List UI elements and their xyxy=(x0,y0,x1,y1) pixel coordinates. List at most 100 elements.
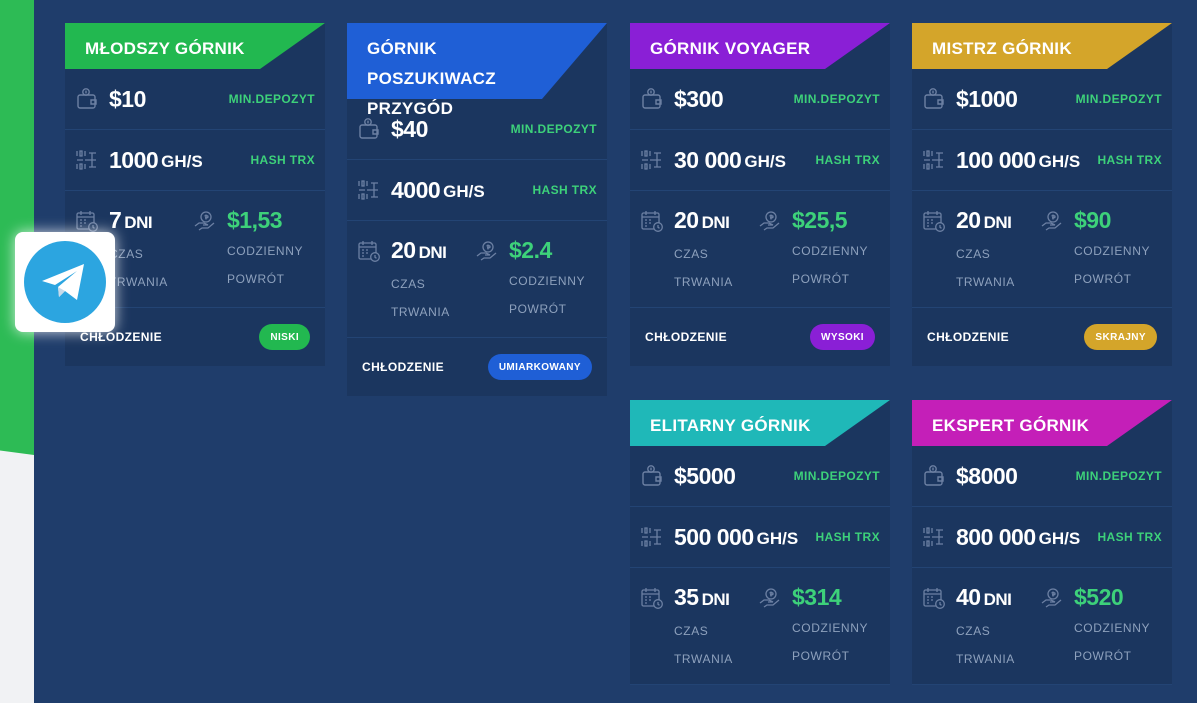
plan-card-1: MŁODSZY GÓRNIK $10 MIN.DEPOZYT 1000 GH/S… xyxy=(65,23,325,366)
daily-return-label: CODZIENNY POWRÓT xyxy=(792,244,869,286)
hashrate-unit: GH/S xyxy=(161,151,203,171)
wallet-icon xyxy=(77,88,97,109)
wallet-icon xyxy=(359,118,379,139)
binary-chip-icon xyxy=(641,527,661,547)
duration-label: CZAS TRWANIA xyxy=(956,624,1015,666)
min-deposit-label: MIN.DEPOZYT xyxy=(793,469,880,483)
binary-chip-icon xyxy=(358,180,378,200)
calendar-clock-icon xyxy=(76,211,98,232)
duration-return-row: 40 DNI CZAS TRWANIA $520 CODZIENNY POWRÓT xyxy=(912,568,1172,685)
min-deposit-label: MIN.DEPOZYT xyxy=(228,92,315,106)
telegram-icon[interactable] xyxy=(24,241,106,323)
duration-label: CZAS TRWANIA xyxy=(391,277,450,319)
min-deposit-label: MIN.DEPOZYT xyxy=(793,92,880,106)
binary-chip-icon xyxy=(923,150,943,170)
duration-label: CZAS TRWANIA xyxy=(674,624,733,666)
duration-value: 20 DNI xyxy=(391,237,447,263)
duration-block: 40 DNI CZAS TRWANIA xyxy=(922,582,1040,684)
daily-return-block: $25,5 CODZIENNY POWRÓT xyxy=(758,205,876,307)
plan-card-header: MISTRZ GÓRNIK xyxy=(912,23,1172,69)
min-deposit-value: $8000 xyxy=(956,462,1018,489)
daily-return-value: $1,53 xyxy=(227,207,283,233)
duration-value: 7 DNI xyxy=(109,207,153,233)
hashrate-row: 800 000 GH/S HASH TRX xyxy=(912,507,1172,568)
daily-return-block: $2.4 CODZIENNY POWRÓT xyxy=(475,235,593,337)
hashrate-label: HASH TRX xyxy=(1097,530,1162,544)
daily-return-block: $314 CODZIENNY POWRÓT xyxy=(758,582,876,684)
plan-title: GÓRNIK POSZUKIWACZ PRZYGÓD xyxy=(367,39,496,118)
hashrate-row: 500 000 GH/S HASH TRX xyxy=(630,507,890,568)
plan-title: MŁODSZY GÓRNIK xyxy=(85,39,245,58)
cooling-badge: SKRAJNY xyxy=(1084,324,1157,350)
header-ribbon xyxy=(630,23,890,69)
hashrate-label: HASH TRX xyxy=(1097,153,1162,167)
min-deposit-row: $8000 MIN.DEPOZYT xyxy=(912,446,1172,507)
hashrate-value: 800 000 xyxy=(956,523,1036,550)
cooling-row: CHŁODZENIE SKRAJNY xyxy=(912,308,1172,366)
hashrate-unit: GH/S xyxy=(443,181,485,201)
binary-chip-icon xyxy=(641,150,661,170)
plan-card-3: GÓRNIK VOYAGER $300 MIN.DEPOZYT 30 000 G… xyxy=(630,23,890,366)
hashrate-row: 30 000 GH/S HASH TRX xyxy=(630,130,890,191)
binary-chip-icon xyxy=(76,150,96,170)
plan-title: GÓRNIK VOYAGER xyxy=(650,39,811,58)
duration-value: 35 DNI xyxy=(674,584,730,610)
min-deposit-value: $40 xyxy=(391,115,428,142)
wallet-icon xyxy=(642,88,662,109)
cooling-badge: WYSOKI xyxy=(810,324,875,350)
calendar-clock-icon xyxy=(641,211,663,232)
wallet-icon xyxy=(924,88,944,109)
calendar-clock-icon xyxy=(358,241,380,262)
hashrate-row: 4000 GH/S HASH TRX xyxy=(347,160,607,221)
calendar-clock-icon xyxy=(923,588,945,609)
cooling-row: CHŁODZENIE UMIARKOWANY xyxy=(347,338,607,396)
hand-coin-icon xyxy=(759,588,780,608)
daily-return-block: $1,53 CODZIENNY POWRÓT xyxy=(193,205,311,307)
hashrate-unit: GH/S xyxy=(1038,151,1081,171)
wallet-icon xyxy=(642,465,662,486)
hashrate-value: 30 000 xyxy=(674,146,742,173)
daily-return-value: $25,5 xyxy=(792,207,848,233)
hashrate-value: 500 000 xyxy=(674,523,754,550)
min-deposit-row: $5000 MIN.DEPOZYT xyxy=(630,446,890,507)
hashrate-unit: GH/S xyxy=(756,528,799,548)
daily-return-label: CODZIENNY POWRÓT xyxy=(227,244,304,286)
hashrate-row: 1000 GH/S HASH TRX xyxy=(65,130,325,191)
hashrate-label: HASH TRX xyxy=(532,183,597,197)
hand-coin-icon xyxy=(194,211,215,231)
hashrate-label: HASH TRX xyxy=(815,153,880,167)
min-deposit-value: $10 xyxy=(109,85,146,112)
duration-block: 35 DNI CZAS TRWANIA xyxy=(640,582,758,684)
cooling-badge: UMIARKOWANY xyxy=(487,354,592,380)
daily-return-label: CODZIENNY POWRÓT xyxy=(1074,621,1151,663)
hashrate-label: HASH TRX xyxy=(815,530,880,544)
plan-title: MISTRZ GÓRNIK xyxy=(932,39,1072,58)
min-deposit-label: MIN.DEPOZYT xyxy=(1075,469,1162,483)
plan-card-header: GÓRNIK POSZUKIWACZ PRZYGÓD xyxy=(347,23,607,118)
hashrate-value: 4000 xyxy=(391,176,441,203)
header-ribbon xyxy=(347,23,607,99)
hand-coin-icon xyxy=(476,241,497,261)
cooling-row: CHŁODZENIE NISKI xyxy=(65,308,325,366)
cooling-row: CHŁODZENIE WYSOKI xyxy=(630,308,890,366)
min-deposit-value: $1000 xyxy=(956,85,1018,112)
telegram-button[interactable] xyxy=(15,232,115,332)
hand-coin-icon xyxy=(1041,588,1062,608)
calendar-clock-icon xyxy=(923,211,945,232)
cooling-label: CHŁODZENIE xyxy=(80,330,162,344)
min-deposit-row: $10 MIN.DEPOZYT xyxy=(65,69,325,130)
min-deposit-value: $300 xyxy=(674,85,724,112)
daily-return-value: $314 xyxy=(792,584,842,610)
plan-card-5: ELITARNY GÓRNIK $5000 MIN.DEPOZYT 500 00… xyxy=(630,400,890,685)
cooling-badge: NISKI xyxy=(259,324,310,350)
duration-block: 20 DNI CZAS TRWANIA xyxy=(922,205,1040,307)
hashrate-unit: GH/S xyxy=(1038,528,1081,548)
duration-block: 20 DNI CZAS TRWANIA xyxy=(640,205,758,307)
header-ribbon xyxy=(65,23,325,69)
plan-card-4: MISTRZ GÓRNIK $1000 MIN.DEPOZYT 100 000 … xyxy=(912,23,1172,366)
plan-card-6: EKSPERT GÓRNIK $8000 MIN.DEPOZYT 800 000… xyxy=(912,400,1172,685)
duration-label: CZAS TRWANIA xyxy=(956,247,1015,289)
header-ribbon xyxy=(912,23,1172,69)
min-deposit-row: $40 MIN.DEPOZYT xyxy=(347,99,607,160)
hashrate-label: HASH TRX xyxy=(250,153,315,167)
